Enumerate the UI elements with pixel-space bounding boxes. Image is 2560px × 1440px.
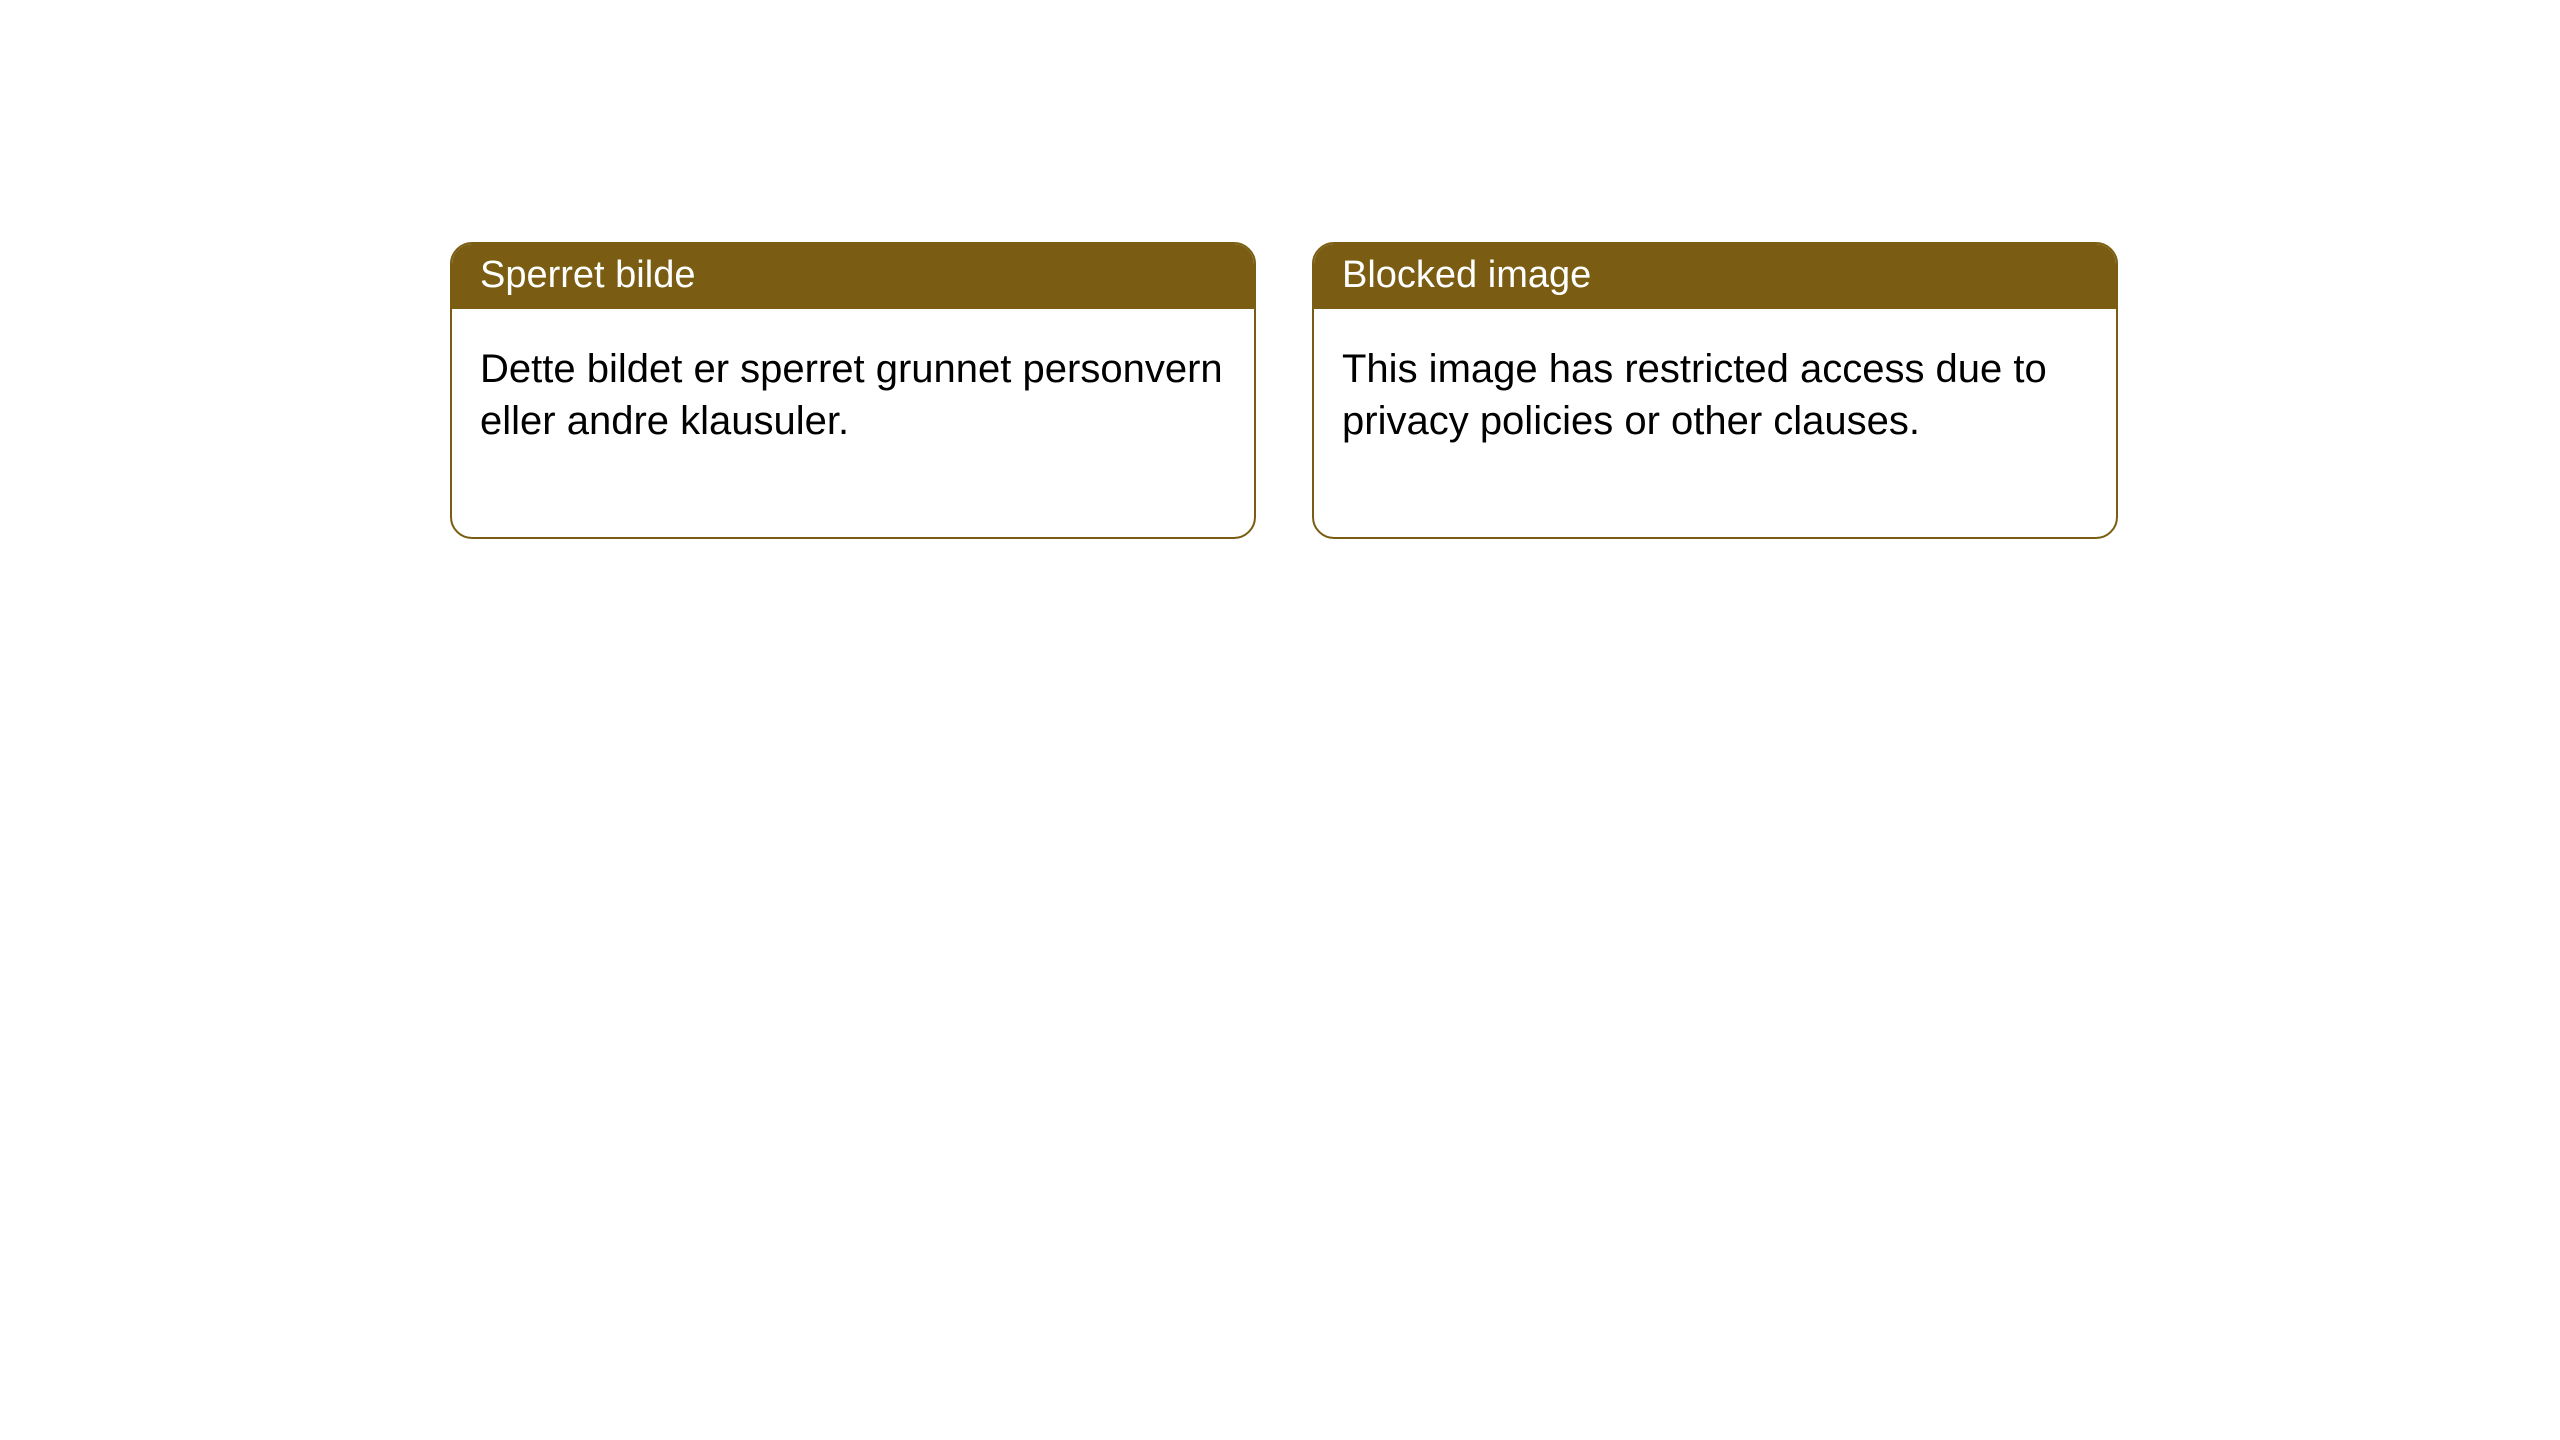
card-body: Dette bildet er sperret grunnet personve… [452, 309, 1254, 537]
card-header: Sperret bilde [452, 244, 1254, 309]
card-header-text: Blocked image [1342, 254, 1591, 296]
notice-card-english: Blocked image This image has restricted … [1312, 242, 2118, 539]
card-body-text: Dette bildet er sperret grunnet personve… [480, 347, 1223, 443]
card-header: Blocked image [1314, 244, 2116, 309]
card-body-text: This image has restricted access due to … [1342, 347, 2047, 443]
notice-card-norwegian: Sperret bilde Dette bildet er sperret gr… [450, 242, 1256, 539]
card-body: This image has restricted access due to … [1314, 309, 2116, 537]
card-header-text: Sperret bilde [480, 254, 695, 296]
notice-container: Sperret bilde Dette bildet er sperret gr… [0, 0, 2560, 539]
